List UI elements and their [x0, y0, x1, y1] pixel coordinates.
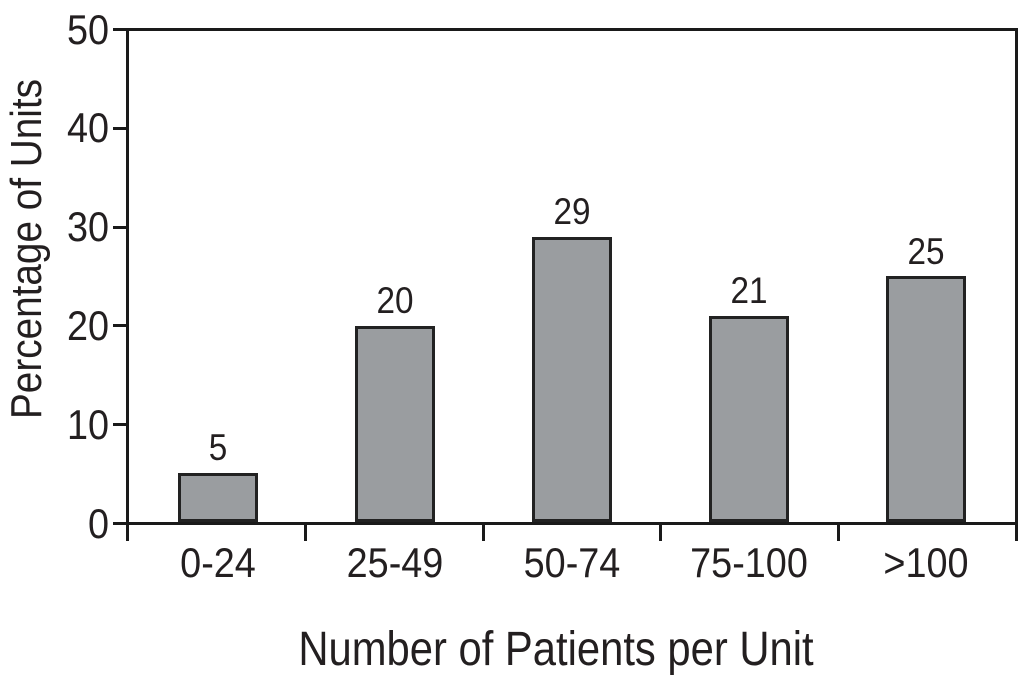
- y-axis-tick: [113, 28, 126, 31]
- y-tick-label: 20: [66, 301, 109, 349]
- bar: [532, 237, 612, 522]
- y-tick-label: 50: [66, 5, 109, 53]
- y-tick-label: 40: [66, 104, 109, 152]
- bar-value-label: 25: [907, 231, 945, 272]
- plot-area: [126, 28, 1018, 525]
- x-tick-label: 50-74: [523, 539, 621, 586]
- x-axis-tick: [659, 525, 663, 541]
- x-axis-tick: [481, 525, 485, 541]
- x-axis-tick: [303, 525, 307, 541]
- bar-value-label: 29: [553, 191, 591, 232]
- y-axis-tick: [113, 225, 126, 229]
- bar: [709, 316, 790, 522]
- y-tick-label: 30: [66, 203, 109, 251]
- y-axis-tick: [113, 324, 126, 328]
- x-tick-label: 25-49: [346, 539, 444, 586]
- x-tick-label: >100: [883, 539, 969, 586]
- bar: [886, 276, 967, 522]
- x-tick-label: 0-24: [179, 539, 256, 586]
- y-axis-tick: [113, 522, 126, 525]
- bar-value-label: 5: [208, 427, 227, 468]
- x-axis-tick: [837, 525, 841, 541]
- x-axis-tick: [126, 525, 129, 541]
- bar: [177, 473, 258, 522]
- bar-value-label: 20: [376, 280, 414, 321]
- y-axis-tick: [113, 126, 126, 130]
- x-tick-label: 75-100: [690, 539, 809, 586]
- y-axis-tick: [113, 423, 126, 427]
- y-tick-label: 0: [87, 499, 109, 547]
- bar-value-label: 21: [730, 270, 768, 311]
- x-axis-tick: [1015, 525, 1018, 541]
- y-tick-label: 10: [66, 400, 109, 448]
- x-axis-title: Number of Patients per Unit: [298, 623, 814, 676]
- bar: [354, 326, 435, 522]
